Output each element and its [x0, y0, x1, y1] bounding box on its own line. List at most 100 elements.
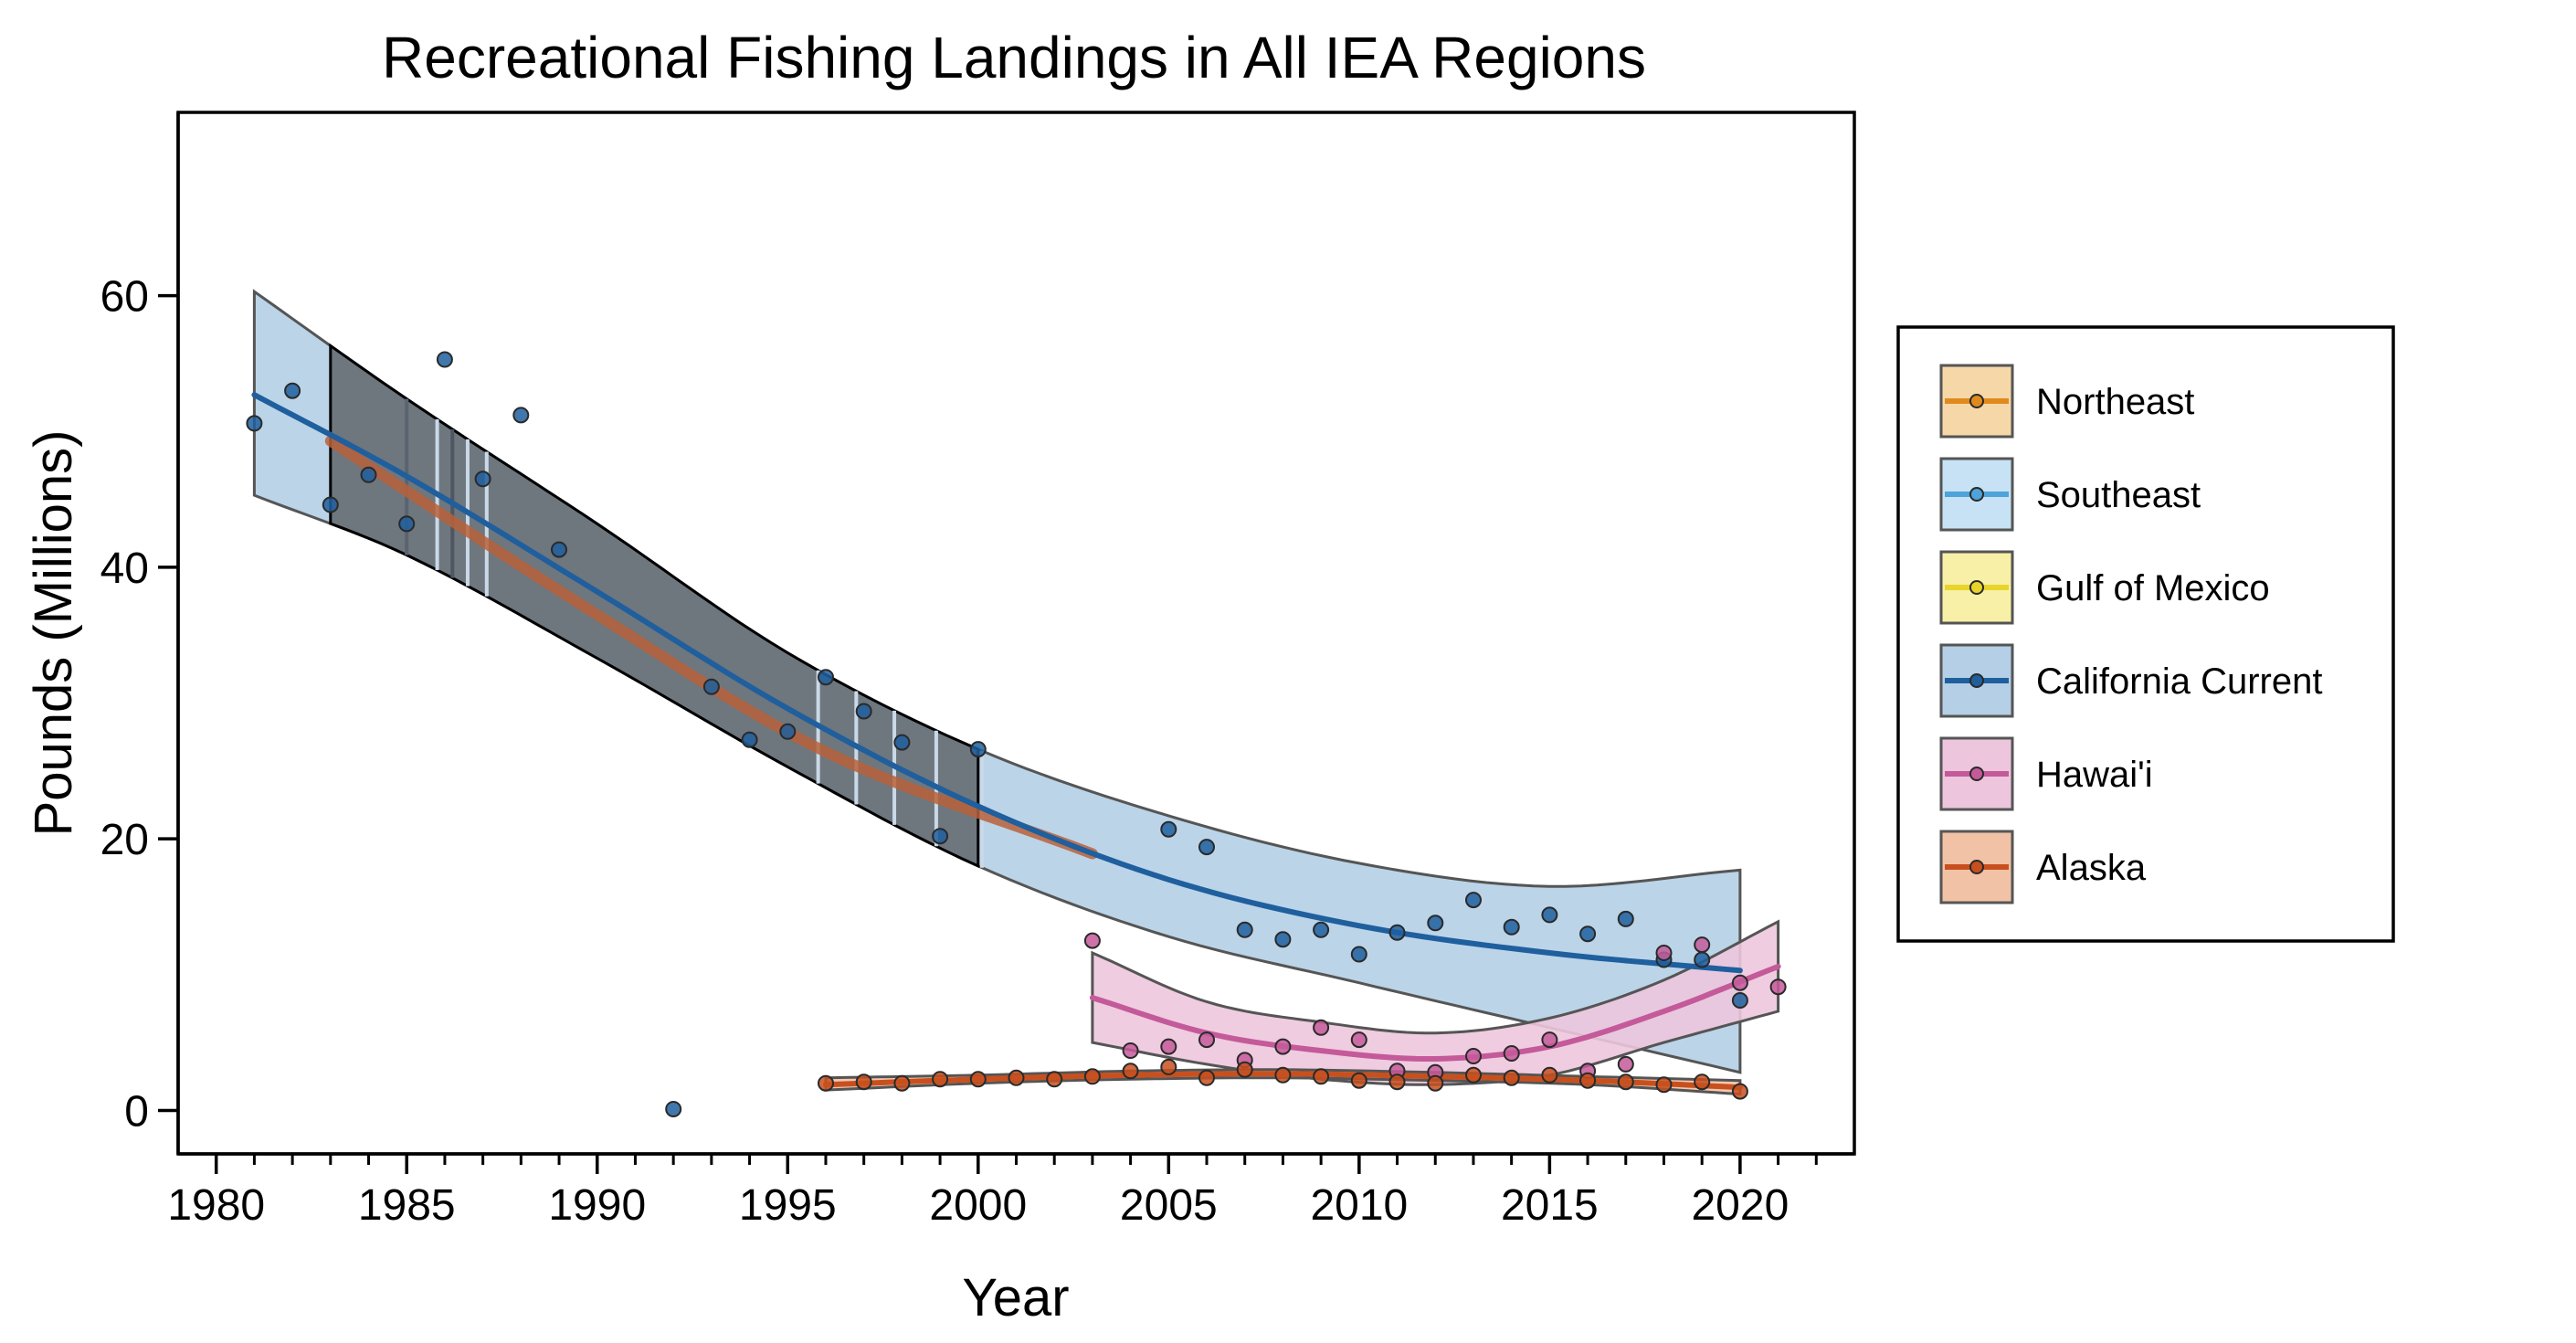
point-alaska: [1427, 1074, 1444, 1092]
point-california-current: [1731, 992, 1748, 1009]
point-alaska: [1236, 1061, 1253, 1078]
point-california-current: [360, 466, 377, 483]
point-california-current: [969, 741, 987, 758]
legend-item-northeast: Northeast: [1939, 364, 2194, 439]
point-california-current: [1236, 921, 1253, 938]
point-california-current: [665, 1101, 682, 1117]
point-california-current: [1388, 924, 1406, 941]
legend-item-gulf-of-mexico: Gulf of Mexico: [1939, 550, 2270, 625]
point-california-current: [512, 407, 530, 424]
legend-key-point: [1969, 580, 1984, 595]
x-tick-label: 1985: [358, 1181, 456, 1230]
point-hawai-i: [1617, 1055, 1634, 1073]
point-alaska: [818, 1074, 834, 1092]
point-california-current: [1427, 915, 1444, 932]
point-hawai-i: [1274, 1038, 1292, 1055]
point-alaska: [1541, 1066, 1558, 1084]
point-california-current: [932, 828, 949, 845]
x-tick-label: 2005: [1120, 1181, 1218, 1230]
point-alaska: [1083, 1068, 1101, 1085]
point-alaska: [1503, 1069, 1520, 1086]
x-tick-label: 2020: [1691, 1181, 1789, 1230]
legend-label: California Current: [2036, 661, 2322, 702]
point-california-current: [322, 496, 339, 513]
band-california-current: [252, 289, 1742, 1074]
point-hawai-i: [1541, 1031, 1558, 1049]
point-california-current: [1579, 925, 1597, 943]
point-alaska: [969, 1071, 987, 1088]
legend-label: Hawai'i: [2036, 755, 2153, 795]
legend-key-point: [1969, 487, 1984, 502]
y-tick-label: 20: [100, 816, 149, 864]
y-tick-label: 0: [124, 1087, 149, 1136]
point-alaska: [1694, 1073, 1711, 1091]
point-california-current: [436, 351, 453, 368]
x-tick-label: 2010: [1310, 1181, 1408, 1230]
point-hawai-i: [1083, 932, 1101, 949]
point-alaska: [1655, 1076, 1673, 1094]
legend-label: Southeast: [2036, 475, 2201, 515]
legend-item-alaska: Alaska: [1939, 830, 2147, 904]
point-hawai-i: [1198, 1031, 1215, 1049]
x-tick-label: 1990: [548, 1181, 646, 1230]
confidence-bands: [252, 289, 1780, 1096]
y-tick-label: 40: [100, 545, 149, 593]
point-hawai-i: [1160, 1038, 1177, 1055]
point-california-current: [284, 382, 301, 399]
data-points: [246, 351, 1787, 1117]
x-tick-label: 1995: [739, 1181, 837, 1230]
point-california-current: [1541, 906, 1558, 924]
point-california-current: [702, 678, 720, 695]
point-california-current: [1313, 921, 1330, 938]
x-tick-label: 2015: [1501, 1181, 1599, 1230]
point-hawai-i: [1503, 1045, 1520, 1062]
point-hawai-i: [1694, 936, 1711, 954]
chart-title: Recreational Fishing Landings in All IEA…: [382, 25, 1646, 90]
point-alaska: [1388, 1073, 1406, 1091]
legend-item-california-current: California Current: [1939, 643, 2322, 718]
legend-label: Northeast: [2036, 382, 2194, 422]
legend-key-point: [1969, 860, 1984, 874]
point-california-current: [1160, 820, 1177, 838]
legend-label: Gulf of Mexico: [2036, 568, 2270, 608]
point-alaska: [1274, 1066, 1292, 1084]
point-california-current: [1465, 892, 1482, 909]
point-alaska: [1579, 1072, 1597, 1089]
x-tick-label: 1980: [167, 1181, 265, 1230]
point-alaska: [855, 1073, 872, 1091]
x-tick-label: 2000: [929, 1181, 1027, 1230]
y-tick-label: 60: [100, 273, 149, 322]
point-alaska: [1008, 1069, 1025, 1086]
point-alaska: [1046, 1071, 1063, 1088]
point-alaska: [1350, 1072, 1367, 1089]
band-overlap-northeast: [329, 343, 980, 869]
point-alaska: [1465, 1066, 1482, 1084]
point-hawai-i: [1313, 1019, 1330, 1036]
point-california-current: [398, 515, 416, 533]
legend-key-point: [1969, 767, 1984, 781]
point-alaska: [932, 1071, 949, 1088]
point-alaska: [1160, 1058, 1177, 1075]
legend: Northeast Southeast Gulf of Mexico Californ…: [1896, 325, 2395, 943]
point-california-current: [1198, 839, 1215, 856]
x-axis: 1980 1985 1990 1995 2000 2005 2010 2015 2020: [167, 1152, 1854, 1230]
point-hawai-i: [1465, 1048, 1482, 1064]
point-alaska: [1122, 1063, 1139, 1080]
point-california-current: [1617, 910, 1634, 927]
point-california-current: [551, 541, 567, 558]
y-axis-title: Pounds (Millions): [24, 430, 83, 837]
plot-area: [176, 111, 1856, 1156]
legend-label: Alaska: [2036, 848, 2147, 888]
point-hawai-i: [1350, 1031, 1367, 1049]
point-alaska: [1731, 1083, 1748, 1100]
point-alaska: [1313, 1068, 1330, 1085]
point-california-current: [741, 731, 758, 748]
legend-key-point: [1969, 394, 1984, 408]
trend-line-california-current: [251, 392, 1743, 974]
point-hawai-i: [1122, 1042, 1139, 1059]
point-alaska: [1198, 1069, 1215, 1086]
point-california-current: [779, 723, 797, 740]
point-california-current: [1503, 918, 1520, 936]
point-hawai-i: [1655, 945, 1673, 961]
